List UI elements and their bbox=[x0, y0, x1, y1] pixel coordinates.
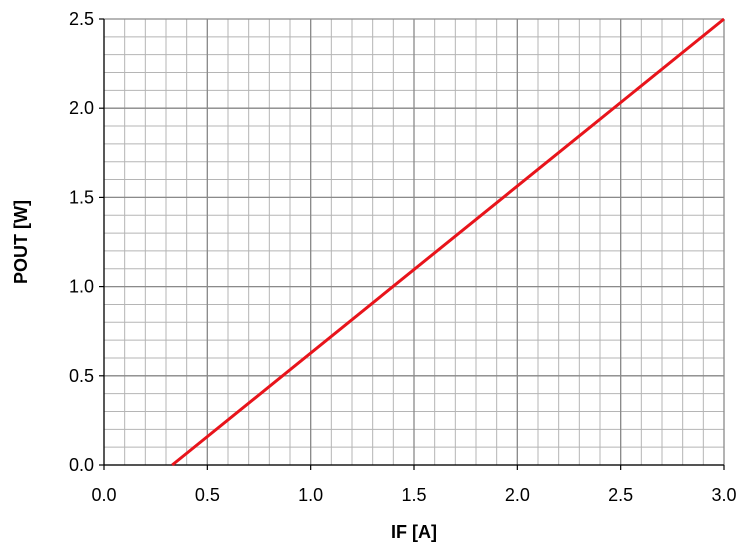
y-tick-label: 0.0 bbox=[69, 455, 94, 475]
x-tick-labels: 0.0 0.5 1.0 1.5 2.0 2.5 3.0 bbox=[91, 485, 736, 505]
x-tick-label: 0.0 bbox=[91, 485, 116, 505]
series-line bbox=[171, 17, 725, 467]
y-tick-label: 2.5 bbox=[69, 9, 94, 29]
y-tick-label: 1.5 bbox=[69, 187, 94, 207]
y-tick-label: 0.5 bbox=[69, 366, 94, 386]
x-tick-label: 3.0 bbox=[711, 485, 736, 505]
x-tick-label: 2.5 bbox=[608, 485, 633, 505]
x-axis-title: IF [A] bbox=[391, 522, 437, 542]
y-tick-label: 2.0 bbox=[69, 98, 94, 118]
y-axis-title: POUT [W] bbox=[11, 200, 31, 284]
y-tick-labels: 0.0 0.5 1.0 1.5 2.0 2.5 bbox=[69, 9, 94, 475]
major-grid bbox=[103, 18, 725, 466]
y-tick-label: 1.0 bbox=[69, 277, 94, 297]
x-tick-label: 1.0 bbox=[298, 485, 323, 505]
x-tick-label: 0.5 bbox=[195, 485, 220, 505]
x-tick-label: 2.0 bbox=[505, 485, 530, 505]
x-tick-label: 1.5 bbox=[401, 485, 426, 505]
series-layer bbox=[171, 17, 725, 467]
plot-frame bbox=[99, 18, 725, 470]
